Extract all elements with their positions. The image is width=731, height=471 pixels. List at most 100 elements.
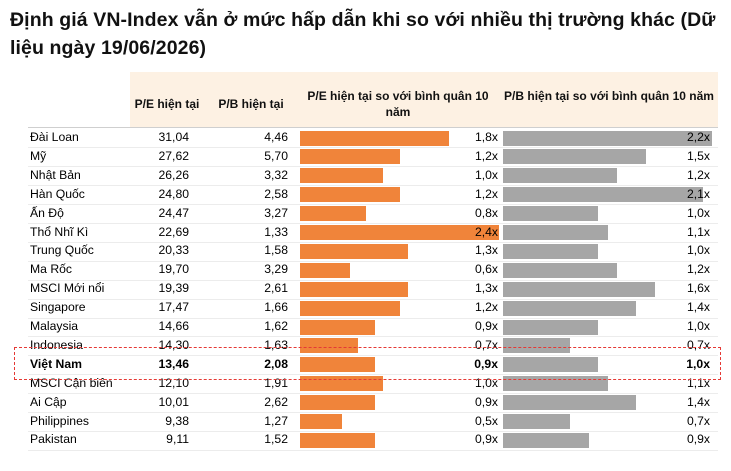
pb-relative-value: 1,0x	[686, 205, 710, 220]
row-separator	[28, 260, 718, 262]
chart-title: Định giá VN-Index vẫn ở mức hấp dẫn khi …	[10, 9, 716, 59]
pe-value: 20,33	[158, 243, 190, 258]
pe-value: 9,38	[165, 413, 189, 428]
pe-relative-value: 1,0x	[474, 167, 498, 182]
market-label: Thổ Nhĩ Kì	[30, 224, 89, 239]
pe-relative-bar	[300, 168, 383, 184]
pb-value: 3,32	[264, 167, 288, 182]
pe-value: 24,80	[158, 186, 190, 201]
pe-relative-value: 0,9x	[474, 432, 498, 447]
pb-relative-bar	[503, 206, 598, 222]
pe-relative-bar	[300, 319, 375, 335]
row-separator	[28, 374, 718, 376]
pb-relative-bar	[503, 338, 570, 354]
pe-relative-value: 1,2x	[474, 300, 498, 315]
pb-relative-bar	[503, 243, 598, 259]
market-label: Ma Rốc	[30, 262, 72, 277]
pe-relative-bar	[300, 225, 499, 240]
pe-relative-value: 1,8x	[474, 130, 498, 144]
row-separator	[28, 204, 718, 206]
pb-value: 2,58	[264, 186, 288, 201]
pb-relative-bar	[503, 395, 636, 411]
pe-value: 9,11	[166, 432, 189, 447]
pe-relative-value: 0,9x	[474, 319, 498, 333]
pb-relative-value: 1,4x	[686, 394, 710, 409]
pe-relative-bar	[300, 338, 358, 354]
pb-relative-bar	[503, 281, 655, 297]
market-label: MSCI Mới nổi	[30, 281, 105, 296]
pb-relative-value: 0,7x	[686, 337, 710, 352]
pe-value: 13,46	[158, 356, 190, 371]
pe-relative-value: 0,9x	[474, 394, 498, 409]
pb-relative-value: 1,0x	[686, 356, 710, 371]
market-label: Philippines	[30, 413, 89, 428]
pe-value: 14,66	[158, 319, 190, 333]
pb-relative-bar	[503, 130, 712, 146]
pb-relative-bar	[503, 187, 703, 203]
pb-value: 1,52	[264, 432, 288, 447]
pe-value: 27,62	[158, 148, 190, 163]
pe-relative-value: 1,3x	[474, 281, 498, 296]
header-pe-relative: P/E hiện tại so với bình quân 10 năm	[307, 89, 489, 119]
market-label: Indonesia	[30, 337, 83, 352]
row-separator	[28, 393, 718, 395]
pb-relative-bar	[503, 300, 636, 316]
row-separator	[28, 147, 718, 149]
market-label: Ấn Độ	[30, 205, 64, 220]
pb-value: 2,61	[264, 281, 288, 296]
pe-relative-value: 0,8x	[474, 205, 498, 220]
row-separator	[28, 241, 718, 243]
pe-relative-value: 0,7x	[474, 337, 498, 352]
pe-relative-bar	[300, 262, 350, 278]
header-separator	[28, 127, 718, 128]
market-label: Nhật Bản	[30, 167, 81, 182]
pe-relative-bar	[300, 130, 450, 146]
pb-relative-value: 1,6x	[686, 281, 710, 296]
pe-relative-bar	[300, 300, 400, 316]
pb-relative-value: 2,2x	[686, 130, 710, 144]
pb-relative-bar	[503, 168, 617, 184]
pb-relative-value: 1,0x	[686, 243, 710, 258]
pb-relative-value: 0,9x	[686, 432, 710, 447]
pe-value: 17,47	[158, 300, 190, 315]
market-label: Malaysia	[30, 319, 79, 333]
pb-relative-value: 1,2x	[686, 262, 710, 277]
pb-relative-value: 2,1x	[686, 186, 710, 201]
pe-relative-bar	[300, 357, 375, 373]
pe-relative-bar	[300, 187, 400, 203]
pb-relative-value: 0,7x	[686, 413, 710, 428]
pb-relative-value: 1,4x	[686, 300, 710, 315]
pe-relative-bar	[300, 243, 408, 259]
market-label: Trung Quốc	[30, 243, 94, 258]
market-label: Việt Nam	[30, 356, 82, 371]
pb-relative-bar	[503, 149, 646, 165]
header-pe: P/E hiện tại	[134, 97, 200, 111]
pe-value: 24,47	[158, 205, 190, 220]
vietnam-highlight-box	[14, 347, 721, 380]
row-separator	[28, 166, 718, 168]
market-label: Mỹ	[30, 148, 47, 163]
pe-relative-value: 1,3x	[474, 243, 498, 258]
row-separator	[28, 449, 718, 451]
pb-value: 2,08	[264, 356, 288, 371]
pb-value: 2,62	[264, 394, 288, 409]
pe-relative-bar	[300, 432, 375, 448]
pb-value: 1,27	[264, 413, 288, 428]
pb-relative-value: 1,0x	[686, 319, 710, 333]
pb-value: 4,46	[264, 130, 288, 144]
row-separator	[28, 355, 718, 357]
row-separator	[28, 430, 718, 432]
pe-relative-value: 1,2x	[474, 148, 498, 163]
pb-relative-bar	[503, 262, 617, 278]
pb-relative-value: 1,1x	[686, 224, 710, 239]
pe-value: 19,39	[158, 281, 190, 296]
row-separator	[28, 298, 718, 300]
row-separator	[28, 223, 718, 224]
pe-relative-bar	[300, 395, 375, 411]
header-pb: P/B hiện tại	[218, 97, 284, 111]
pe-relative-value: 0,5x	[474, 413, 498, 428]
pb-value: 1,66	[264, 300, 288, 315]
pb-value: 1,58	[264, 243, 288, 258]
market-label: Singapore	[30, 300, 86, 315]
pe-value: 22,69	[158, 224, 190, 239]
